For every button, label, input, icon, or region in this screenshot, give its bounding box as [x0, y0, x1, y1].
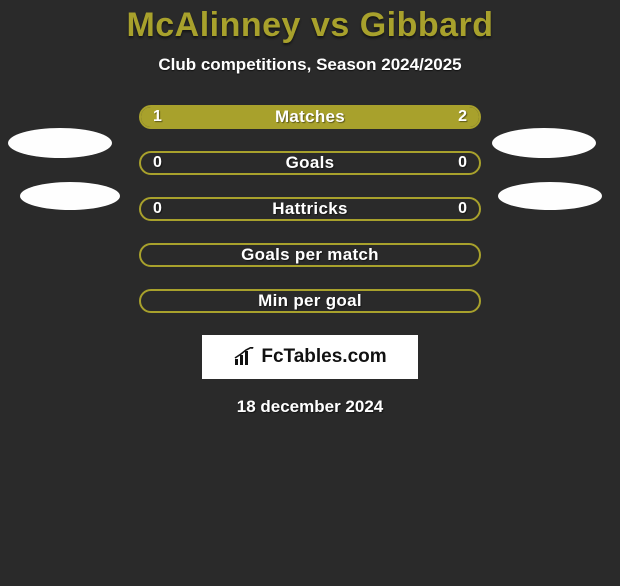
- player-placeholder-ellipse: [8, 128, 112, 158]
- stat-bar: Goals per match: [139, 243, 481, 267]
- player-placeholder-ellipse: [498, 182, 602, 210]
- fctables-logo: FcTables.com: [233, 346, 386, 368]
- player-right-name: Gibbard: [360, 6, 494, 44]
- stat-label: Goals: [141, 153, 479, 173]
- subtitle: Club competitions, Season 2024/2025: [0, 55, 620, 75]
- stat-label: Goals per match: [141, 245, 479, 265]
- fctables-link[interactable]: FcTables.com: [202, 335, 418, 379]
- logo-text: FcTables.com: [261, 346, 386, 368]
- date-label: 18 december 2024: [0, 397, 620, 417]
- stats-bars: 12Matches 00Goals 00Hattricks Goals per mat…: [139, 105, 481, 313]
- player-left-name: McAlinney: [126, 6, 301, 44]
- stat-bar: 00Goals: [139, 151, 481, 175]
- vs-label: vs: [311, 6, 350, 44]
- stat-bar: 12Matches: [139, 105, 481, 129]
- stat-label: Hattricks: [141, 199, 479, 219]
- stat-bar: 00Hattricks: [139, 197, 481, 221]
- stat-label: Matches: [141, 107, 479, 127]
- chart-icon: [233, 347, 257, 367]
- player-placeholder-ellipse: [492, 128, 596, 158]
- stat-bar: Min per goal: [139, 289, 481, 313]
- page-title: McAlinney vs Gibbard: [0, 6, 620, 45]
- stat-label: Min per goal: [141, 291, 479, 311]
- player-placeholder-ellipse: [20, 182, 120, 210]
